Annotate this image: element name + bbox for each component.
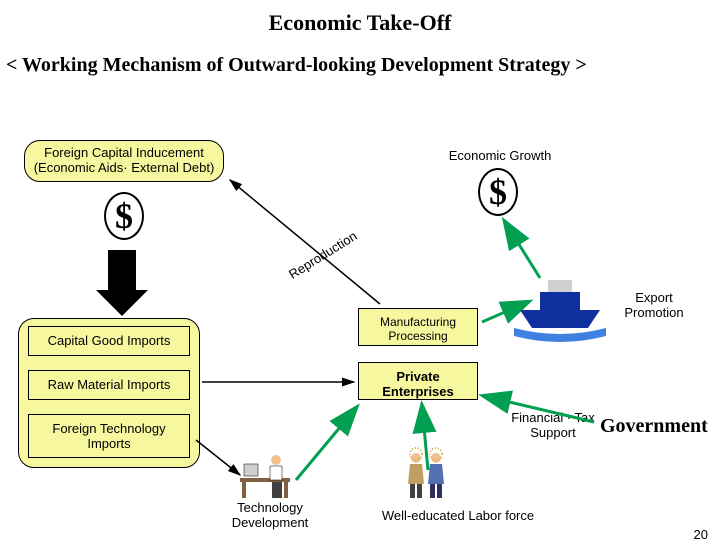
text-fci-1: Foreign Capital Inducement [33, 145, 215, 160]
page-subtitle: < Working Mechanism of Outward-looking D… [6, 54, 714, 77]
label-economic-growth: Economic Growth [420, 148, 580, 163]
box-raw-material: Raw Material Imports [28, 370, 190, 400]
dollar-icon-right: $ [478, 168, 518, 216]
text-fci-2: (Economic Aids· External Debt) [33, 160, 215, 175]
label-labor: Well-educated Labor force [368, 508, 548, 523]
label-tech-dev: Technology Development [220, 500, 320, 530]
page-title: Economic Take-Off [0, 10, 720, 36]
tech-person-icon [240, 455, 290, 498]
box-capital-good: Capital Good Imports [28, 326, 190, 356]
label-fin-tax: Financial · Tax Support [498, 410, 608, 440]
labor-people-icon [408, 448, 444, 498]
box-private-ent: Private Enterprises [358, 362, 478, 400]
box-manufacturing: Manufacturing Processing [358, 308, 478, 346]
label-government: Government [600, 415, 708, 438]
box-foreign-capital: Foreign Capital Inducement (Economic Aid… [24, 140, 224, 182]
label-reproduction: Reproduction [286, 228, 360, 282]
ship-icon [514, 280, 606, 342]
label-export-promo: Export Promotion [604, 290, 704, 320]
dollar-icon-left: $ [104, 192, 144, 240]
box-foreign-tech: Foreign Technology Imports [28, 414, 190, 458]
diagram-svg [0, 10, 720, 550]
